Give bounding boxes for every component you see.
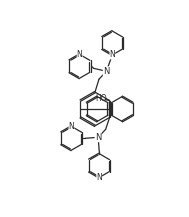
Text: HO: HO — [95, 94, 106, 103]
Text: N: N — [69, 122, 74, 131]
Text: N: N — [96, 173, 102, 182]
Text: N: N — [103, 67, 110, 76]
Text: N: N — [109, 50, 115, 59]
Text: N: N — [95, 133, 101, 142]
Text: N: N — [77, 50, 82, 59]
